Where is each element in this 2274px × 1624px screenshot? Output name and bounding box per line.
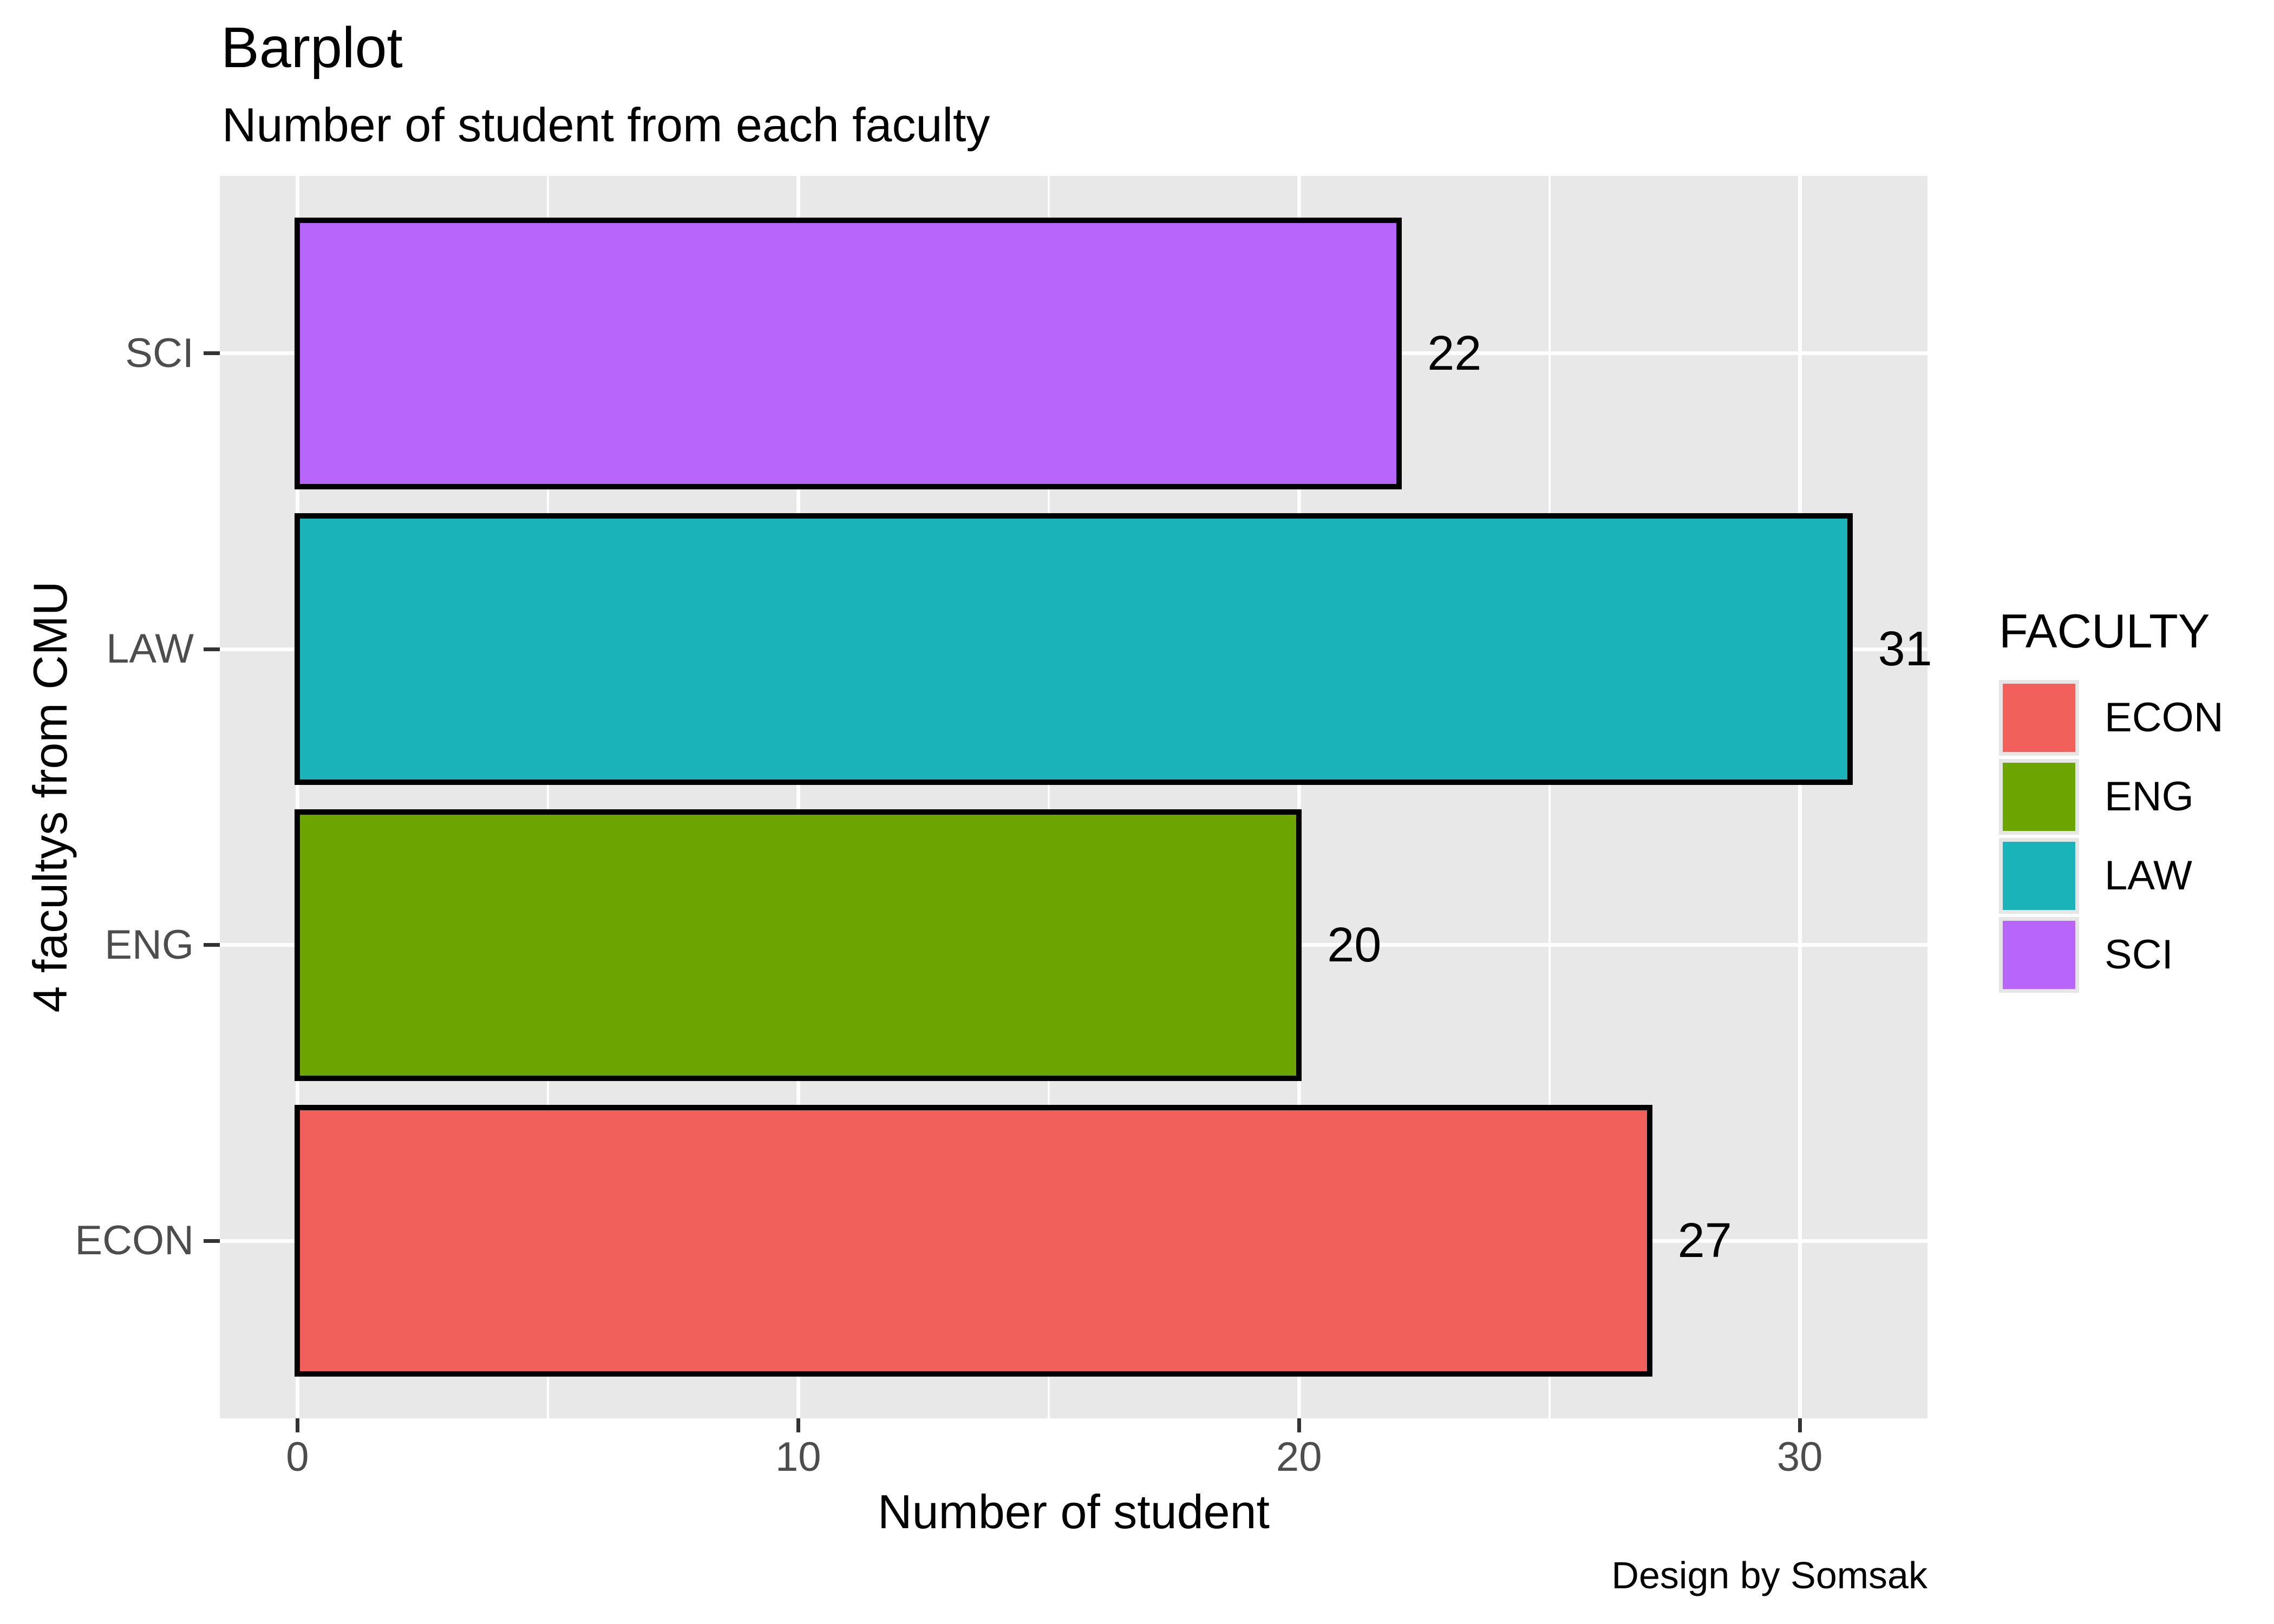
y-tick-mark-law xyxy=(204,647,220,651)
x-axis-title: Number of student xyxy=(878,1485,1270,1538)
legend-label-eng: ENG xyxy=(2105,774,2194,820)
bar-sci xyxy=(295,217,1402,489)
legend: FACULTY ECON ENG LAW SCI xyxy=(1999,604,2224,996)
legend-label-econ: ECON xyxy=(2105,695,2224,741)
legend-title: FACULTY xyxy=(1999,604,2210,658)
bar-law xyxy=(295,513,1853,785)
y-tick-label-sci: SCI xyxy=(125,330,194,376)
y-axis-title: 4 facultys from CMU xyxy=(23,581,77,1013)
major-gridline-x-10 xyxy=(796,176,800,1418)
legend-label-sci: SCI xyxy=(2105,932,2173,978)
minor-gridline-x-15 xyxy=(1047,176,1050,1418)
x-tick-mark-10 xyxy=(796,1418,800,1432)
bar-econ xyxy=(295,1105,1652,1377)
legend-swatch-eng xyxy=(2003,763,2075,831)
legend-key-law xyxy=(1999,838,2079,914)
major-gridline-x-20 xyxy=(1297,176,1301,1418)
major-gridline-x-0 xyxy=(295,176,299,1418)
y-tick-mark-eng xyxy=(204,943,220,947)
legend-swatch-law xyxy=(2003,842,2075,910)
x-tick-mark-30 xyxy=(1798,1418,1802,1432)
bar-value-label-econ: 27 xyxy=(1677,1214,1732,1268)
y-tick-label-law: LAW xyxy=(106,626,194,672)
x-tick-mark-20 xyxy=(1297,1418,1301,1432)
y-tick-label-econ: ECON xyxy=(75,1217,194,1264)
minor-gridline-x-5 xyxy=(546,176,549,1418)
x-tick-mark-0 xyxy=(295,1418,299,1432)
legend-item-econ: ECON xyxy=(1999,680,2224,756)
legend-key-econ xyxy=(1999,680,2079,756)
bar-eng xyxy=(295,809,1302,1081)
legend-swatch-sci xyxy=(2003,921,2075,989)
x-tick-label-20: 20 xyxy=(1276,1434,1322,1480)
plot-caption: Design by Somsak xyxy=(1611,1554,1927,1596)
plot-title: Barplot xyxy=(221,16,403,80)
legend-items: ECON ENG LAW SCI xyxy=(1999,680,2224,993)
legend-swatch-econ xyxy=(2003,684,2075,752)
minor-gridline-x-25 xyxy=(1548,176,1551,1418)
y-tick-mark-econ xyxy=(204,1239,220,1243)
x-tick-label-0: 0 xyxy=(286,1434,309,1480)
bar-value-label-eng: 20 xyxy=(1327,918,1382,972)
x-tick-label-30: 30 xyxy=(1776,1434,1823,1480)
plot-subtitle: Number of student from each faculty xyxy=(222,98,990,152)
legend-item-sci: SCI xyxy=(1999,917,2224,993)
x-tick-label-10: 10 xyxy=(775,1434,821,1480)
legend-key-eng xyxy=(1999,759,2079,835)
bar-value-label-sci: 22 xyxy=(1427,326,1482,381)
legend-item-eng: ENG xyxy=(1999,759,2224,835)
plot-panel: 22 31 20 27 xyxy=(220,176,1932,1418)
bar-value-label-law: 31 xyxy=(1878,622,1932,677)
legend-item-law: LAW xyxy=(1999,838,2224,914)
legend-key-sci xyxy=(1999,917,2079,993)
y-tick-label-eng: ENG xyxy=(104,921,194,968)
y-tick-mark-sci xyxy=(204,351,220,356)
major-gridline-x-30 xyxy=(1798,176,1802,1418)
legend-label-law: LAW xyxy=(2105,853,2192,899)
